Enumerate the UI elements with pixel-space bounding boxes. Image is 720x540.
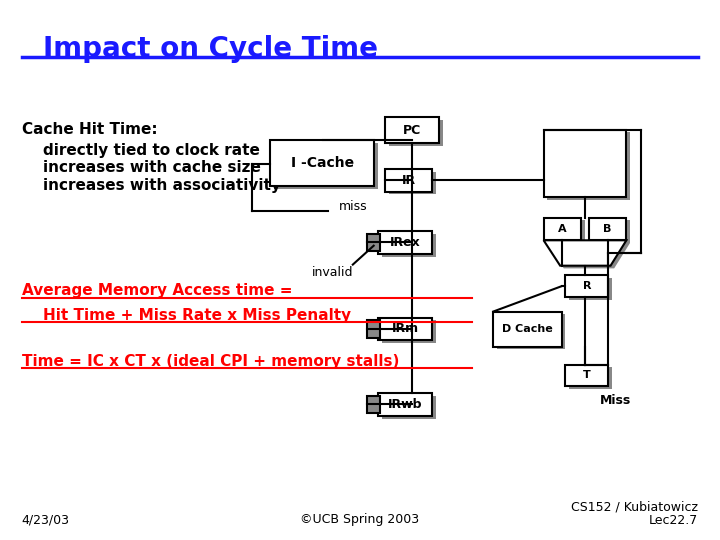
Bar	[593, 220, 630, 243]
Bar	[382, 396, 436, 418]
Bar	[274, 143, 378, 189]
Bar	[497, 314, 565, 349]
Bar	[547, 132, 630, 200]
Bar	[367, 320, 380, 338]
Text: T: T	[583, 370, 590, 380]
Text: Miss: Miss	[600, 394, 631, 407]
Text: IRwb: IRwb	[388, 398, 422, 411]
Text: A: A	[558, 224, 567, 234]
Text: I -Cache: I -Cache	[291, 157, 354, 170]
Text: R: R	[582, 281, 591, 291]
Bar	[389, 172, 436, 194]
Bar	[569, 367, 612, 389]
Text: IRex: IRex	[390, 236, 420, 249]
Bar	[367, 234, 380, 251]
Text: Time = IC x CT x (ideal CPI + memory stalls): Time = IC x CT x (ideal CPI + memory sta…	[22, 354, 399, 369]
Bar	[544, 218, 581, 240]
Bar	[378, 318, 432, 340]
Text: CS152 / Kubiatowicz: CS152 / Kubiatowicz	[572, 500, 698, 513]
Bar	[385, 117, 439, 143]
Polygon shape	[544, 240, 626, 266]
Bar	[367, 396, 380, 413]
Text: ©UCB Spring 2003: ©UCB Spring 2003	[300, 514, 420, 526]
Bar	[569, 278, 612, 300]
Text: IRm: IRm	[392, 322, 418, 335]
Text: Impact on Cycle Time: Impact on Cycle Time	[43, 35, 378, 63]
Text: B: B	[603, 224, 612, 234]
Bar	[382, 320, 436, 343]
Bar	[382, 234, 436, 256]
Bar	[385, 169, 432, 192]
Bar	[378, 393, 432, 416]
Bar	[547, 220, 585, 243]
Text: D Cache: D Cache	[502, 324, 553, 334]
Text: Average Memory Access time =: Average Memory Access time =	[22, 284, 292, 299]
Text: directly tied to clock rate
    increases with cache size
    increases with ass: directly tied to clock rate increases wi…	[22, 143, 281, 193]
Text: Hit Time + Miss Rate x Miss Penalty: Hit Time + Miss Rate x Miss Penalty	[22, 308, 351, 323]
Polygon shape	[547, 243, 630, 268]
Text: IR: IR	[402, 174, 415, 187]
Bar	[589, 218, 626, 240]
Bar	[270, 140, 374, 186]
Text: miss: miss	[338, 200, 367, 213]
Text: PC: PC	[403, 124, 421, 137]
Bar	[565, 364, 608, 386]
Bar	[565, 275, 608, 297]
Bar	[389, 120, 443, 146]
Text: Lec22.7: Lec22.7	[649, 514, 698, 526]
Bar	[378, 231, 432, 254]
Bar	[544, 130, 626, 197]
Bar	[493, 312, 562, 347]
Text: invalid: invalid	[312, 266, 354, 279]
Text: Cache Hit Time:: Cache Hit Time:	[22, 122, 157, 137]
Text: 4/23/03: 4/23/03	[22, 514, 70, 526]
